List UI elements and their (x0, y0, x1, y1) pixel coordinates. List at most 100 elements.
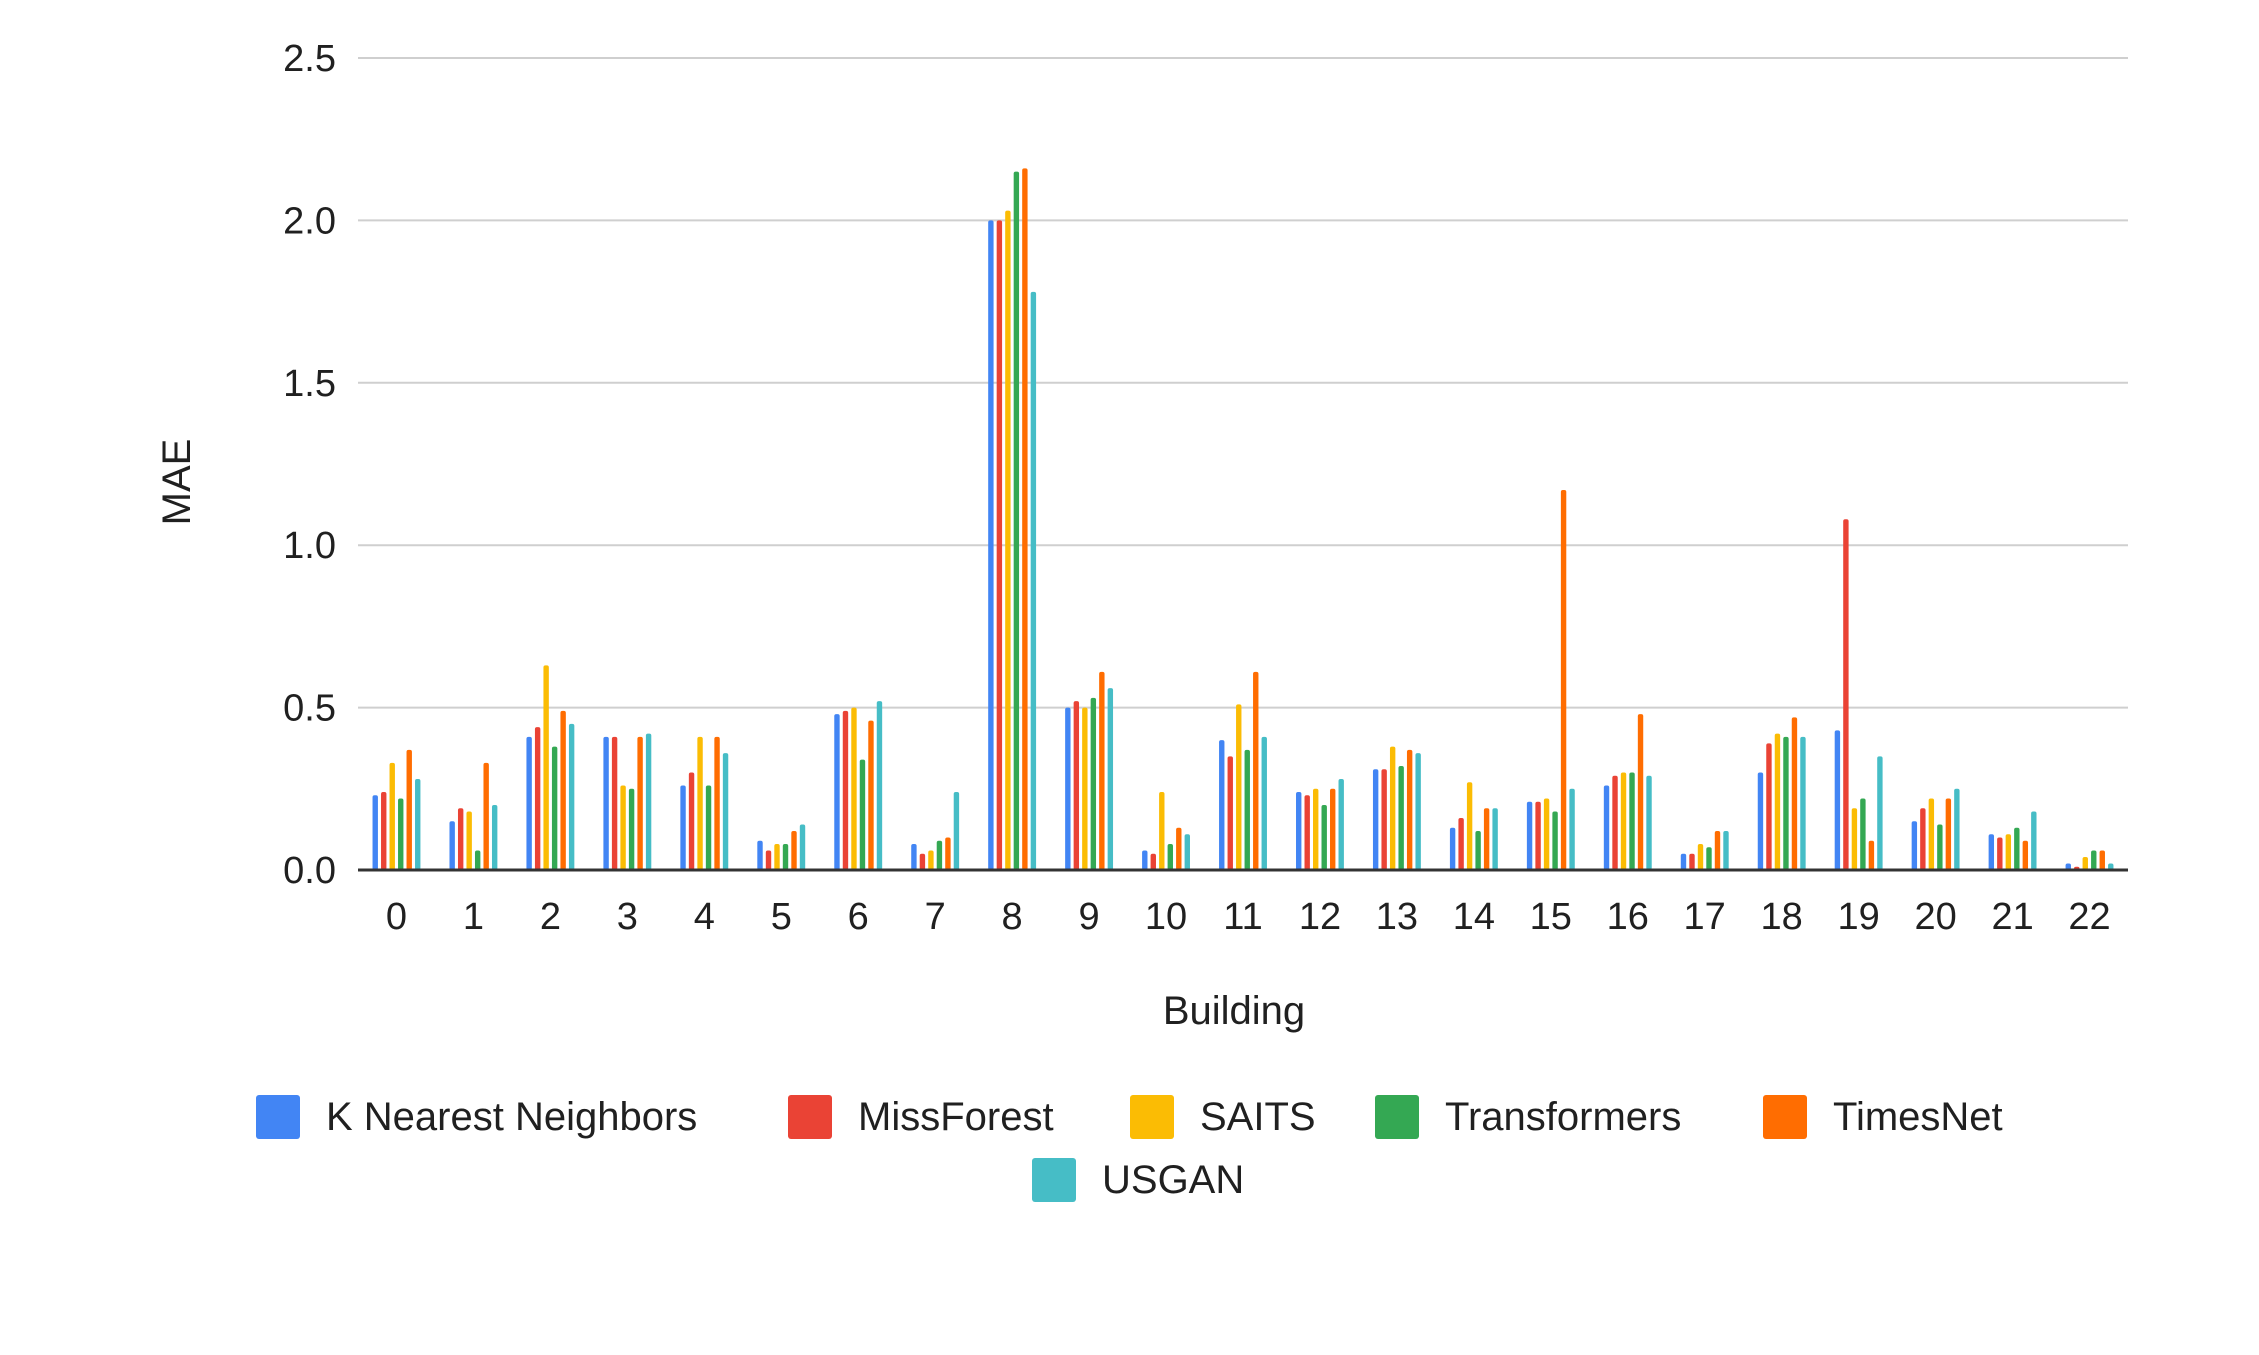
bar-usgan-12 (1338, 779, 1344, 870)
x-tick-label: 6 (848, 896, 869, 938)
tick-labels: 0.00.51.01.52.02.50 1 2 3 4 5 6 7 8 9 10 11 12 13 14 15… (283, 38, 2110, 938)
bar-k-nearest-neighbors-14 (1449, 827, 1456, 870)
bar-missforest-0 (381, 792, 387, 870)
bar-usgan-3 (645, 733, 652, 870)
bar-saits-14 (1466, 782, 1473, 870)
bar-usgan-1 (491, 805, 498, 870)
bar-transformers-2 (551, 746, 558, 870)
bar-k-nearest-neighbors-8 (988, 220, 994, 870)
legend-label-knn: K Nearest Neighbors (326, 1094, 698, 1139)
bar-timesnet-3 (637, 736, 643, 870)
x-tick-label: 4 (694, 896, 715, 938)
bar-missforest-20 (1920, 808, 1926, 870)
bar-k-nearest-neighbors-18 (1757, 772, 1764, 870)
bar-saits-9 (1082, 707, 1088, 870)
bar-k-nearest-neighbors-19 (1834, 730, 1841, 870)
legend-item-transformers[interactable]: Transformers (1375, 1094, 1681, 1140)
y-tick-label: 2.0 (283, 200, 336, 242)
x-tick-label: 1 (463, 896, 484, 938)
legend-swatch-saits (1130, 1095, 1174, 1139)
bar-usgan-19 (1877, 756, 1883, 870)
bar-saits-5 (774, 844, 780, 870)
bar-transformers-11 (1244, 749, 1250, 870)
bar-transformers-16 (1629, 772, 1635, 870)
bar-transformers-12 (1321, 805, 1327, 870)
bar-saits-11 (1236, 704, 1242, 870)
bar-usgan-4 (722, 753, 729, 870)
bar-usgan-20 (1954, 788, 1960, 870)
bar-timesnet-21 (2022, 840, 2029, 870)
bar-k-nearest-neighbors-20 (1911, 821, 1918, 870)
bar-saits-4 (697, 736, 703, 870)
bar-missforest-10 (1150, 853, 1156, 870)
bar-saits-18 (1774, 733, 1781, 870)
bar-missforest-19 (1843, 519, 1849, 870)
legend-swatch-usgan (1032, 1158, 1076, 1202)
bar-transformers-6 (859, 759, 866, 870)
bar-k-nearest-neighbors-3 (603, 736, 609, 870)
bar-timesnet-13 (1406, 749, 1413, 870)
legend-label-saits: SAITS (1200, 1094, 1316, 1139)
x-tick-label: 7 (925, 896, 946, 938)
y-axis-title: MAE (155, 439, 199, 526)
x-tick-label: 19 (1838, 896, 1880, 938)
bar-saits-21 (2005, 834, 2012, 870)
x-tick-label: 11 (1223, 896, 1262, 938)
bar-missforest-1 (457, 808, 464, 870)
x-tick-label: 16 (1607, 896, 1649, 938)
legend-swatch-missforest (788, 1095, 832, 1139)
bar-transformers-17 (1706, 847, 1712, 870)
legend-item-timesnet[interactable]: TimesNet (1763, 1094, 2003, 1140)
gridlines (358, 57, 2128, 709)
bar-saits-8 (1005, 210, 1011, 870)
x-tick-label: 12 (1299, 896, 1341, 938)
bar-timesnet-4 (714, 736, 720, 870)
bar-saits-22 (2082, 857, 2088, 870)
bar-missforest-14 (1458, 818, 1464, 870)
bar-missforest-6 (842, 710, 849, 870)
x-axis-title: Building (1163, 989, 1305, 1033)
bar-transformers-22 (2091, 850, 2097, 870)
x-tick-label: 8 (1002, 896, 1023, 938)
bar-k-nearest-neighbors-9 (1065, 707, 1071, 870)
bar-saits-12 (1313, 788, 1319, 870)
bar-missforest-2 (534, 727, 541, 870)
bars (372, 168, 2114, 870)
bar-timesnet-19 (1868, 840, 1875, 870)
bar-timesnet-15 (1560, 489, 1567, 870)
bar-k-nearest-neighbors-22 (2065, 863, 2071, 870)
bar-usgan-11 (1261, 736, 1267, 870)
bar-transformers-21 (2014, 827, 2020, 870)
bar-usgan-5 (799, 824, 806, 870)
legend-item-usgan[interactable]: USGAN (1032, 1157, 1244, 1203)
legend-item-missforest[interactable]: MissForest (788, 1094, 1054, 1140)
x-tick-label: 18 (1761, 896, 1803, 938)
y-tick-label: 1.5 (283, 363, 336, 405)
bar-usgan-9 (1107, 688, 1114, 870)
x-tick-label: 22 (2068, 896, 2110, 938)
bar-saits-15 (1543, 798, 1550, 870)
bar-missforest-12 (1304, 795, 1310, 870)
legend-item-knn[interactable]: K Nearest Neighbors (256, 1094, 697, 1140)
bar-usgan-6 (876, 701, 883, 870)
bar-saits-10 (1159, 792, 1165, 870)
legend-label-timesnet: TimesNet (1833, 1094, 2003, 1139)
bar-usgan-7 (953, 792, 960, 870)
legend-item-saits[interactable]: SAITS (1130, 1094, 1316, 1140)
bar-missforest-11 (1227, 756, 1233, 870)
bar-k-nearest-neighbors-6 (834, 714, 840, 870)
bar-timesnet-5 (791, 831, 797, 870)
x-tick-label: 20 (1914, 896, 1956, 938)
bar-k-nearest-neighbors-15 (1526, 801, 1533, 870)
bar-timesnet-22 (2099, 850, 2105, 870)
bar-timesnet-1 (483, 762, 489, 870)
bar-saits-17 (1697, 844, 1704, 870)
bar-missforest-7 (919, 853, 926, 870)
bar-k-nearest-neighbors-1 (449, 821, 455, 870)
bar-saits-16 (1620, 772, 1627, 870)
bar-timesnet-10 (1176, 827, 1182, 870)
bar-missforest-17 (1689, 853, 1695, 870)
bar-k-nearest-neighbors-13 (1372, 769, 1379, 870)
bar-saits-1 (466, 811, 472, 870)
